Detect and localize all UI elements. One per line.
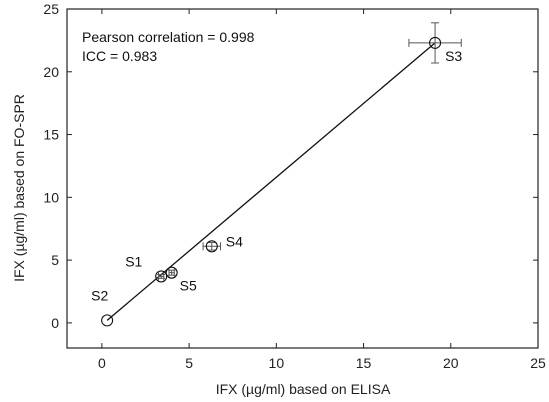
y-axis-label: IFX (µg/ml) based on FO-SPR	[11, 94, 27, 282]
data-point	[101, 314, 114, 327]
x-tick-label: 15	[356, 355, 372, 371]
icc-annotation: ICC = 0.983	[82, 48, 157, 64]
y-tick-label: 15	[43, 127, 59, 143]
plot-border	[66, 8, 539, 349]
point-label: S2	[91, 287, 108, 303]
data-point	[205, 240, 218, 253]
x-tick-label: 20	[443, 355, 459, 371]
y-tick-label: 0	[51, 315, 59, 331]
data-point	[429, 36, 442, 49]
axis-ticks: 0 5 10 15 20 25 0 5 10 15 20 25	[43, 1, 546, 371]
x-tick-label: 0	[98, 355, 106, 371]
y-tick-label: 5	[51, 252, 59, 268]
data-point	[165, 266, 178, 279]
plot-frame	[66, 8, 539, 349]
point-label: S5	[180, 278, 197, 294]
x-axis-label: IFX (µg/ml) based on ELISA	[216, 381, 391, 397]
y-tick-label: 20	[43, 64, 59, 80]
data-points: S1 S2 S3 S4 S5	[91, 22, 462, 327]
y-tick-label: 10	[43, 189, 59, 205]
y-tick-label: 25	[43, 1, 59, 17]
x-tick-label: 25	[530, 355, 546, 371]
point-label: S3	[445, 48, 462, 64]
x-tick-label: 10	[269, 355, 285, 371]
pearson-annotation: Pearson correlation = 0.998	[82, 29, 255, 45]
point-label: S4	[226, 233, 243, 249]
x-tick-label: 5	[185, 355, 193, 371]
point-label: S1	[125, 253, 142, 269]
data-point	[155, 270, 168, 283]
